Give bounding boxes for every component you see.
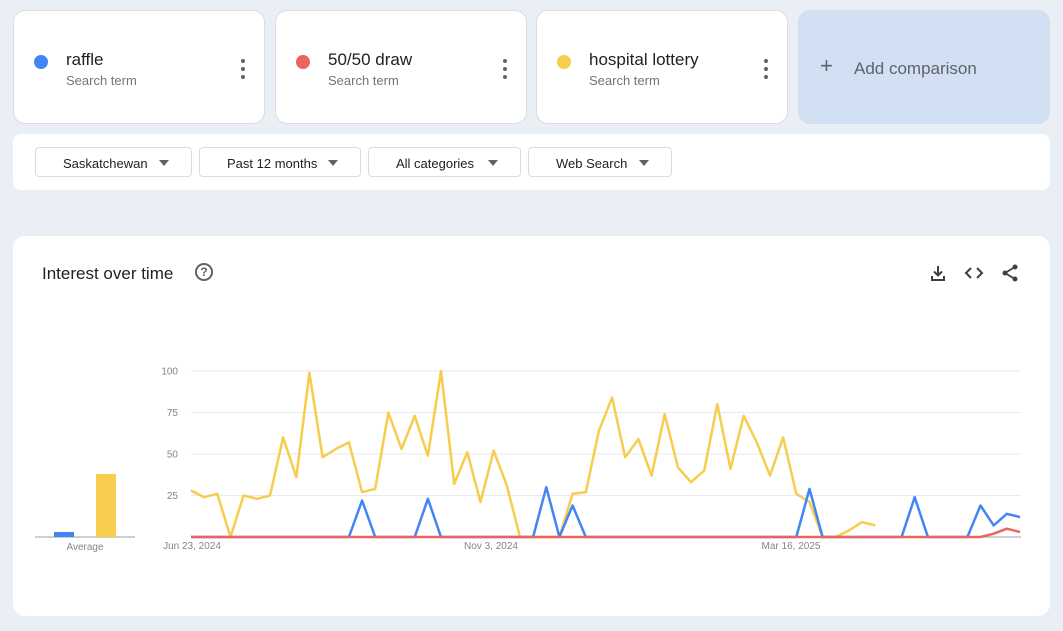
- property-dropdown[interactable]: Web Search: [528, 147, 672, 177]
- term-color-dot: [557, 55, 571, 69]
- filter-bar: Saskatchewan Past 12 months All categori…: [13, 134, 1050, 190]
- plus-icon: +: [820, 53, 833, 78]
- y-tick-label: 25: [167, 491, 179, 502]
- series-line-raffle: [191, 485, 1021, 539]
- region-label: Saskatchewan: [63, 156, 148, 171]
- period-dropdown[interactable]: Past 12 months: [199, 147, 361, 177]
- term-color-dot: [296, 55, 310, 69]
- caret-down-icon: [488, 160, 498, 166]
- caret-down-icon: [639, 160, 649, 166]
- term-subtitle: Search term: [589, 73, 660, 88]
- search-terms-panel: raffle Search term 50/50 draw Search ter…: [0, 0, 1063, 212]
- caret-down-icon: [159, 160, 169, 166]
- interest-over-time-card: Interest over time ? 25 50 75 100 Jun 23, 20…: [13, 236, 1050, 616]
- x-tick-label: Jun 23, 2024: [163, 541, 221, 552]
- add-comparison-label: Add comparison: [854, 59, 977, 78]
- share-icon[interactable]: [1000, 263, 1020, 283]
- property-label: Web Search: [556, 156, 628, 171]
- category-dropdown[interactable]: All categories: [368, 147, 521, 177]
- average-bar-hospital-lottery: [96, 473, 116, 537]
- y-tick-label: 50: [167, 450, 179, 461]
- term-color-dot: [34, 55, 48, 69]
- help-icon[interactable]: ?: [195, 263, 213, 281]
- chart-title: Interest over time: [42, 264, 174, 283]
- more-vert-icon[interactable]: [763, 59, 769, 79]
- y-tick-label: 75: [167, 408, 179, 419]
- more-vert-icon[interactable]: [502, 59, 508, 79]
- term-subtitle: Search term: [328, 73, 399, 88]
- region-dropdown[interactable]: Saskatchewan: [35, 147, 192, 177]
- term-name[interactable]: hospital lottery: [589, 50, 699, 69]
- y-tick-label: 100: [161, 367, 178, 378]
- more-vert-icon[interactable]: [240, 59, 246, 79]
- x-tick-label: Mar 16, 2025: [762, 541, 821, 552]
- download-icon[interactable]: [928, 263, 948, 283]
- series-line-50-50-draw: [191, 527, 1021, 539]
- average-label: Average: [66, 542, 104, 553]
- term-card-50-50-draw[interactable]: 50/50 draw Search term: [275, 10, 527, 124]
- category-label: All categories: [396, 156, 475, 171]
- term-card-hospital-lottery[interactable]: hospital lottery Search term: [536, 10, 788, 124]
- term-name[interactable]: raffle: [66, 50, 104, 69]
- caret-down-icon: [328, 160, 338, 166]
- term-subtitle: Search term: [66, 73, 137, 88]
- average-bar-raffle: [54, 532, 74, 537]
- interest-chart: 25 50 75 100 Jun 23, 2024 Nov 3, 2024 Mar 16, …: [35, 367, 1021, 553]
- period-label: Past 12 months: [227, 156, 318, 171]
- embed-icon[interactable]: [964, 263, 984, 283]
- add-comparison-button[interactable]: + Add comparison: [798, 10, 1050, 124]
- term-card-raffle[interactable]: raffle Search term: [13, 10, 265, 124]
- term-name[interactable]: 50/50 draw: [328, 50, 413, 69]
- x-tick-label: Nov 3, 2024: [464, 541, 518, 552]
